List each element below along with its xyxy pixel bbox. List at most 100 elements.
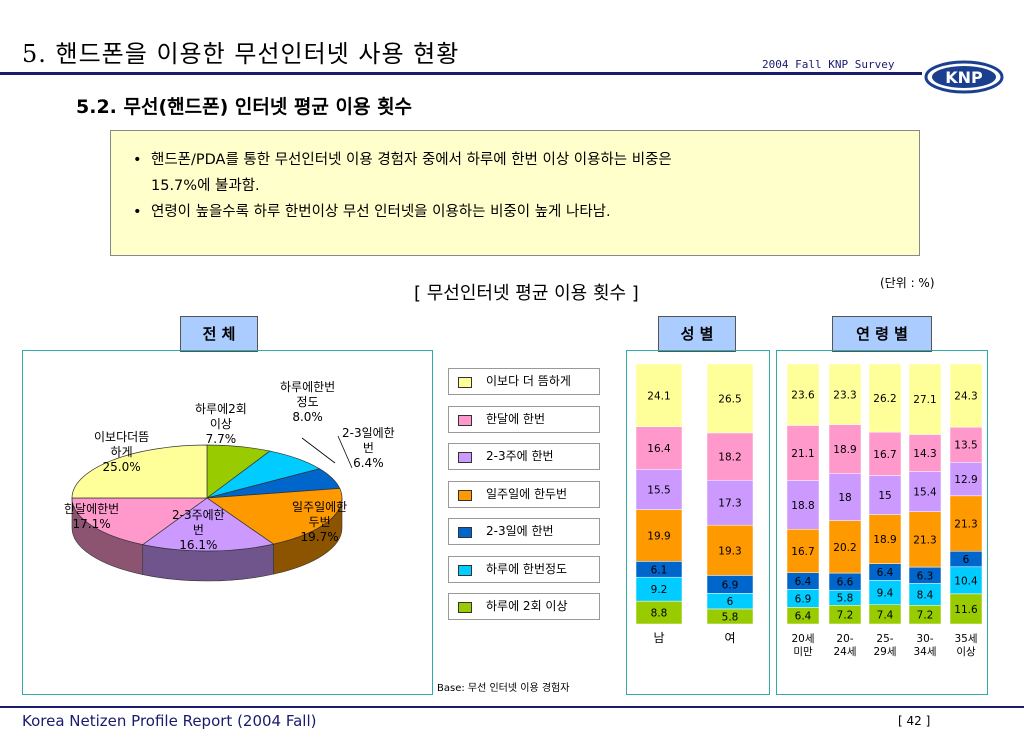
age-bar-0-seg-6: [786, 363, 820, 426]
age-value-4-6: 24.3: [954, 391, 977, 403]
age-category-1-line-1: 24세: [833, 646, 856, 658]
gender-value-0-3: 19.9: [647, 530, 670, 542]
age-value-4-2: 6: [963, 554, 970, 566]
unit-label: (단위 : %): [880, 276, 935, 290]
legend-label-4: 2-3일에 한번: [486, 524, 554, 538]
age-value-2-0: 7.4: [877, 609, 894, 621]
pie-chart: [71, 435, 353, 582]
age-value-0-1: 6.9: [795, 593, 812, 605]
gender-value-1-6: 26.5: [718, 393, 741, 405]
legend-swatch-2: [458, 452, 472, 463]
age-bar-4-seg-0: [949, 593, 983, 625]
age-value-2-3: 18.9: [873, 534, 896, 546]
age-value-1-0: 7.2: [837, 610, 854, 622]
legend-swatch-4: [458, 527, 472, 538]
legend-label-2: 2-3주에 한번: [486, 449, 554, 463]
base-note: Base: 무선 인터넷 이용 경험자: [437, 683, 570, 694]
legend-swatch-1: [458, 414, 472, 426]
gender-category-1: 여: [724, 631, 735, 645]
age-value-1-2: 6.6: [837, 577, 854, 589]
gender-value-1-4: 17.3: [718, 498, 741, 510]
legend-label-1: 한달에 한번: [486, 411, 546, 426]
age-value-0-4: 18.8: [791, 500, 814, 512]
summary-bullet-1: 핸드폰/PDA를 통한 무선인터넷 이용 경험자 중에서 하루에 한번 이상 이…: [131, 147, 899, 199]
age-value-1-3: 20.2: [833, 542, 856, 554]
pie-label-2: 2-3일에한 번 6.4%: [342, 426, 395, 470]
age-category-2-line-1: 29세: [873, 646, 896, 658]
age-bar-3-seg-4: [908, 471, 942, 512]
legend-item-3: 일주일에 한두번: [448, 480, 600, 508]
age-value-0-2: 6.4: [795, 576, 812, 588]
age-bar-4-seg-6: [949, 363, 983, 428]
gender-bar-1-seg-5: [706, 432, 754, 481]
age-value-3-3: 21.3: [913, 534, 936, 546]
gender-value-1-3: 19.3: [718, 545, 741, 557]
logo-text: KNP: [945, 68, 983, 87]
page-number: [ 42 ]: [898, 714, 931, 728]
age-category-0-line-0: 20세: [791, 633, 814, 645]
header-rule: [0, 72, 922, 75]
age-bar-1-seg-3: [828, 520, 862, 574]
legend-label-5: 하루에 한번정도: [486, 561, 568, 576]
legend-swatch-0: [458, 377, 472, 388]
panel-header-gender: 성 별: [658, 316, 736, 352]
age-value-2-1: 9.4: [877, 588, 894, 600]
gender-value-1-5: 18.2: [718, 452, 741, 464]
pie-label-1: 하루에한번 정도 8.0%: [280, 380, 336, 424]
age-bar-4-seg-1: [949, 566, 983, 595]
gender-bar-1-seg-3: [706, 524, 754, 576]
survey-label: 2004 Fall KNP Survey: [762, 58, 895, 71]
age-bar-4-seg-3: [949, 495, 983, 552]
age-bar-2-seg-3: [868, 514, 902, 564]
pie-labels: 하루에2회 이상 7.7% 하루에한번 정도 8.0% 2-3일에한 번 6.4% 일…: [22, 350, 433, 695]
legend-item-5: 하루에 한번정도: [448, 555, 600, 583]
pie-slice-6: [71, 444, 208, 499]
footer-rule: [0, 706, 1024, 708]
legend-label-3: 일주일에 한두번: [486, 486, 568, 501]
pie-label-5: 한달에한번 17.1%: [64, 502, 120, 531]
gender-value-1-2: 6.9: [722, 579, 739, 591]
age-bar-0-seg-3: [786, 529, 820, 573]
age-bar-2-seg-5: [868, 431, 902, 476]
age-category-3-line-0: 30-: [916, 633, 933, 645]
age-value-1-5: 18.9: [833, 444, 856, 456]
gender-bar-0-seg-4: [635, 469, 683, 510]
legend-label-6: 하루에 2회 이상: [486, 599, 568, 613]
age-category-4-line-0: 35세: [954, 633, 977, 645]
age-value-3-1: 8.4: [917, 589, 934, 601]
age-value-4-4: 12.9: [954, 474, 977, 486]
summary-box: 핸드폰/PDA를 통한 무선인터넷 이용 경험자 중에서 하루에 한번 이상 이…: [110, 130, 920, 256]
gender-bar-0-seg-6: [635, 363, 683, 427]
age-category-4-line-1: 이상: [956, 646, 976, 658]
summary-bullet-1-line-1: 핸드폰/PDA를 통한 무선인터넷 이용 경험자 중에서 하루에 한번 이상 이…: [151, 152, 672, 168]
gender-value-0-6: 24.1: [647, 390, 670, 402]
panel-header-total: 전 체: [180, 316, 258, 352]
age-bar-4-seg-5: [949, 426, 983, 463]
section-title: 5.2. 무선(핸드폰) 인터넷 평균 이용 횟수: [76, 96, 413, 118]
age-value-0-0: 6.4: [795, 611, 812, 623]
gender-value-0-0: 8.8: [651, 608, 668, 620]
age-category-3-line-1: 34세: [913, 646, 936, 658]
age-bar-3-seg-5: [908, 434, 942, 472]
gender-value-0-5: 16.4: [647, 443, 671, 455]
age-bar-0-seg-5: [786, 425, 820, 481]
legend-item-1: 한달에 한번: [448, 405, 600, 433]
age-value-1-6: 23.3: [833, 389, 856, 401]
gender-bar-1-seg-4: [706, 479, 754, 526]
age-value-3-2: 6.3: [917, 570, 934, 582]
gender-value-0-1: 9.2: [651, 584, 668, 596]
leader-line-1: [301, 437, 336, 464]
pie-panel: [22, 350, 433, 695]
age-value-0-6: 23.6: [791, 390, 815, 402]
gender-panel: [626, 350, 770, 695]
age-value-2-4: 15: [878, 490, 891, 502]
age-value-4-0: 11.6: [954, 604, 978, 616]
age-category-2-line-0: 25-: [876, 633, 893, 645]
knp-logo: KNP: [924, 60, 1004, 94]
gender-value-1-0: 5.8: [722, 611, 739, 623]
summary-bullet-2: 연령이 높을수록 하루 한번이상 무선 인터넷을 이용하는 비중이 높게 나타남…: [131, 199, 899, 225]
age-bar-2-seg-4: [868, 475, 902, 515]
age-value-3-6: 27.1: [913, 394, 936, 406]
page-title: 5. 핸드폰을 이용한 무선인터넷 사용 현황: [22, 40, 460, 68]
age-bar-0-seg-4: [786, 480, 820, 530]
